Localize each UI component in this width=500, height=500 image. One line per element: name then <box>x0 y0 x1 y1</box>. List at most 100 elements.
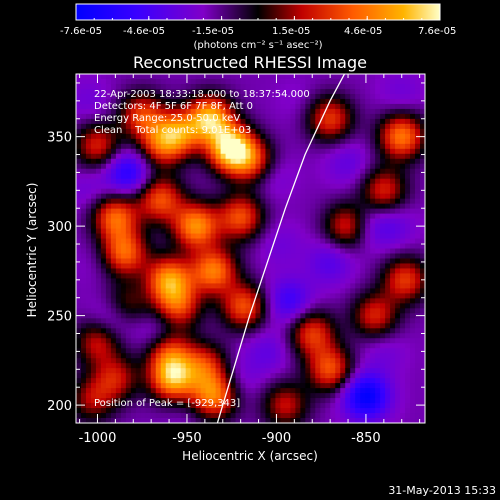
heatmap-cell <box>370 373 376 379</box>
heatmap-cell <box>370 203 376 210</box>
heatmap-cell <box>365 348 371 354</box>
heatmap-cell <box>330 83 336 90</box>
heatmap-cell <box>375 328 381 334</box>
heatmap-cell <box>300 263 306 270</box>
heatmap-cell <box>80 74 87 80</box>
heatmap-cell <box>330 273 336 280</box>
heatmap-cell <box>110 108 117 115</box>
heatmap-cell <box>270 403 277 409</box>
heatmap-cell <box>265 223 272 230</box>
heatmap-cell <box>80 413 87 419</box>
heatmap-cell <box>255 303 262 309</box>
heatmap-cell <box>255 253 262 260</box>
heatmap-cell <box>95 133 102 140</box>
heatmap-cell <box>130 363 137 369</box>
heatmap-cell <box>140 118 147 125</box>
heatmap-cell <box>150 93 157 100</box>
heatmap-cell <box>405 258 411 265</box>
heatmap-cell <box>335 93 341 100</box>
heatmap-cell <box>175 398 182 404</box>
heatmap-cell <box>145 353 152 359</box>
heatmap-cell <box>365 373 371 379</box>
heatmap-cell <box>115 163 122 170</box>
heatmap-cell <box>265 203 272 210</box>
heatmap-cell <box>110 378 117 384</box>
heatmap-cell <box>280 188 286 195</box>
heatmap-cell <box>265 148 272 155</box>
heatmap-cell <box>290 118 296 125</box>
heatmap-cell <box>360 128 366 135</box>
heatmap-cell <box>215 253 222 260</box>
heatmap-cell <box>105 358 112 364</box>
heatmap-cell <box>355 188 361 195</box>
heatmap-cell <box>370 288 376 294</box>
heatmap-cell <box>240 198 247 205</box>
heatmap-cell <box>325 123 331 130</box>
heatmap-cell <box>115 253 122 260</box>
heatmap-cell <box>305 74 311 80</box>
heatmap-cell <box>265 383 272 389</box>
heatmap-cell <box>155 348 162 354</box>
heatmap-cell <box>105 283 112 289</box>
heatmap-cell <box>340 403 346 409</box>
heatmap-cell <box>76 273 82 280</box>
heatmap-cell <box>420 293 425 299</box>
heatmap-cell <box>315 373 321 379</box>
heatmap-cell <box>420 78 425 85</box>
heatmap-cell <box>170 203 177 210</box>
heatmap-cell <box>110 358 117 364</box>
heatmap-cell <box>255 408 262 414</box>
heatmap-cell <box>135 328 142 334</box>
heatmap-cell <box>245 98 252 105</box>
heatmap-cell <box>245 138 252 145</box>
heatmap-cell <box>395 163 401 170</box>
heatmap-cell <box>170 388 177 394</box>
heatmap-cell <box>305 378 311 384</box>
heatmap-cell <box>220 278 227 284</box>
heatmap-cell <box>180 418 187 423</box>
heatmap-cell <box>140 383 147 389</box>
heatmap-cell <box>275 418 282 423</box>
heatmap-cell <box>160 373 167 379</box>
heatmap-cell <box>275 128 282 135</box>
heatmap-cell <box>95 233 102 240</box>
heatmap-cell <box>315 253 321 260</box>
heatmap-cell <box>305 163 311 170</box>
heatmap-cell <box>255 328 262 334</box>
heatmap-cell <box>215 403 222 409</box>
heatmap-cell <box>120 118 127 125</box>
heatmap-cell <box>395 123 401 130</box>
heatmap-cell <box>380 228 386 235</box>
heatmap-cell <box>345 313 351 319</box>
heatmap-cell <box>115 143 122 150</box>
heatmap-cell <box>190 183 197 190</box>
heatmap-cell <box>355 168 361 175</box>
heatmap-cell <box>280 228 286 235</box>
heatmap-cell <box>305 198 311 205</box>
heatmap-cell <box>300 253 306 260</box>
heatmap-cell <box>85 358 92 364</box>
heatmap-cell <box>295 113 301 120</box>
heatmap-cell <box>395 398 401 404</box>
heatmap-cell <box>95 173 102 180</box>
heatmap-cell <box>260 218 267 225</box>
heatmap-cell <box>85 208 92 215</box>
heatmap-cell <box>410 358 416 364</box>
heatmap-cell <box>140 278 147 284</box>
heatmap-cell <box>330 238 336 245</box>
heatmap-cell <box>195 278 202 284</box>
heatmap-cell <box>225 323 232 329</box>
heatmap-cell <box>345 103 351 110</box>
heatmap-cell <box>345 348 351 354</box>
heatmap-cell <box>220 308 227 314</box>
heatmap-cell <box>280 318 286 324</box>
heatmap-cell <box>150 388 157 394</box>
heatmap-cell <box>415 388 421 394</box>
heatmap-cell <box>350 313 356 319</box>
heatmap-cell <box>385 163 391 170</box>
heatmap-cell <box>335 253 341 260</box>
heatmap-cell <box>160 243 167 250</box>
heatmap-cell <box>125 288 132 294</box>
heatmap-cell <box>245 293 252 299</box>
heatmap-cell <box>315 78 321 85</box>
